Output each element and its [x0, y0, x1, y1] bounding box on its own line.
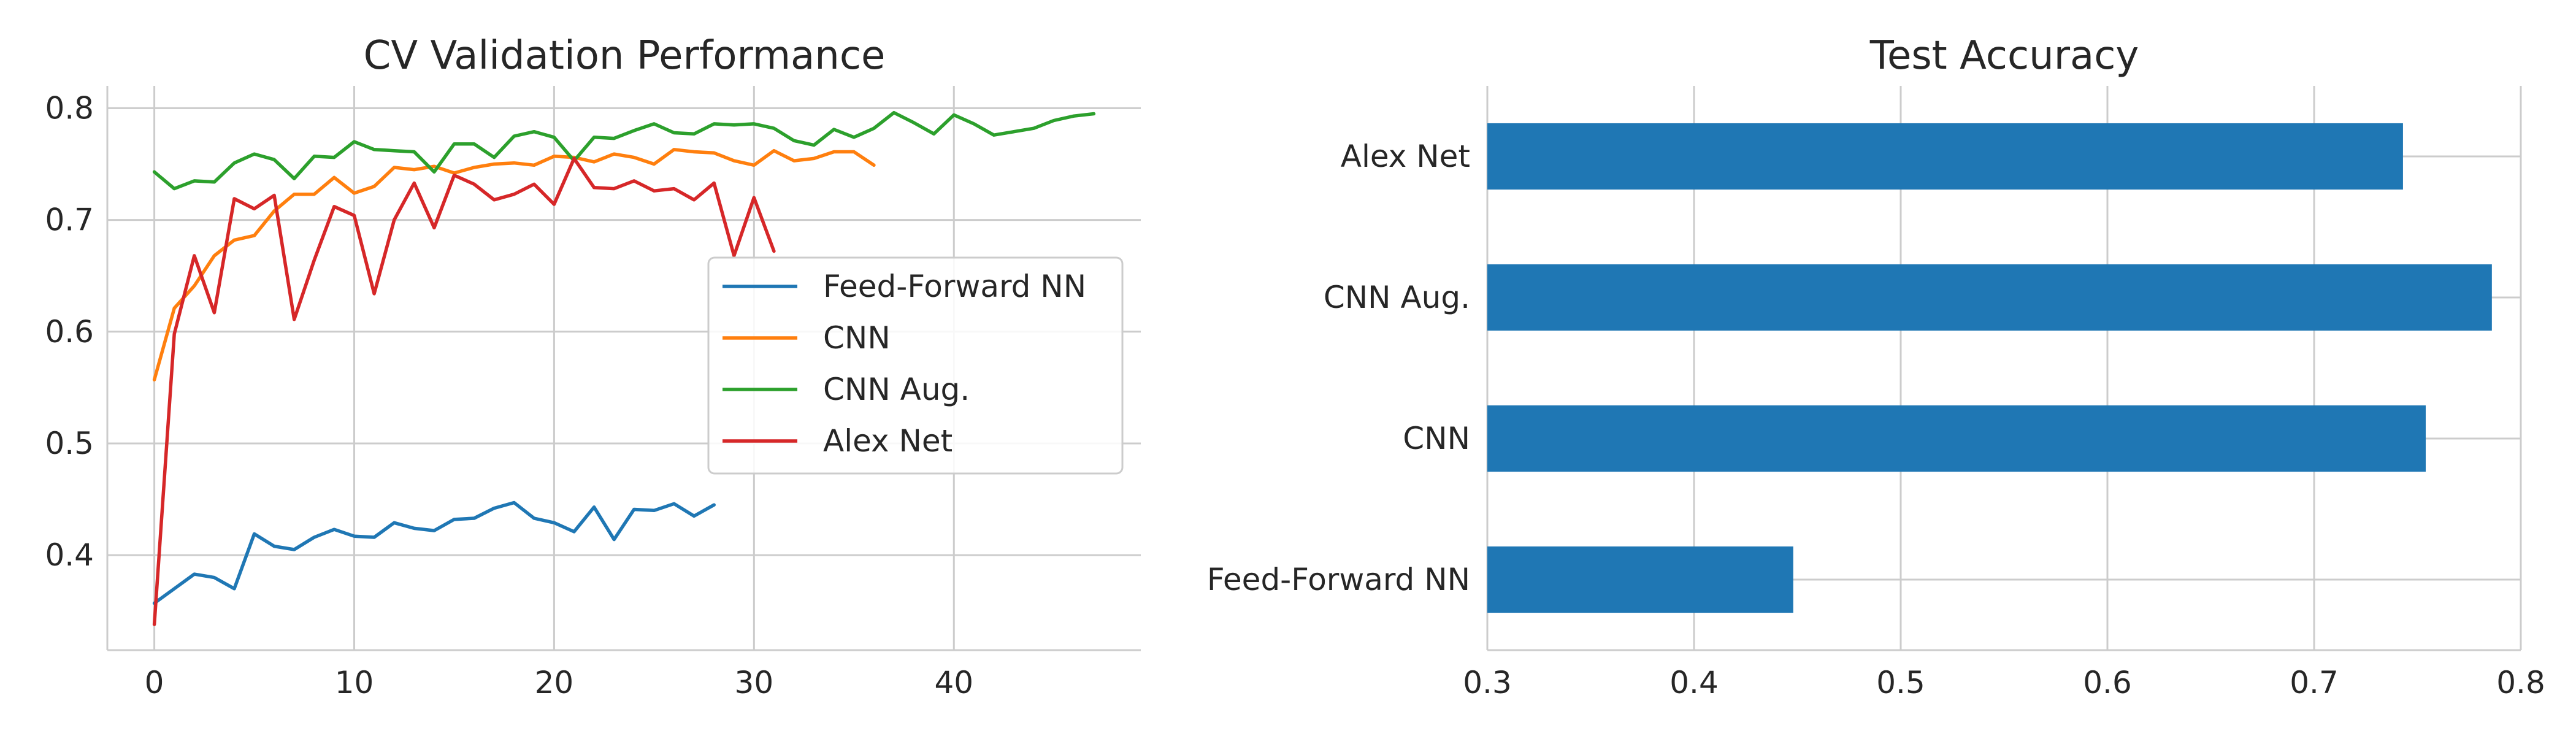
accuracy-chart-title: Test Accuracy	[1869, 33, 2139, 79]
legend-label-cnn-aug: CNN Aug.	[823, 372, 970, 407]
x-tick-label: 0.4	[1669, 665, 1719, 700]
legend-label-cnn: CNN	[823, 320, 891, 356]
bar-cnn-aug	[1487, 264, 2492, 331]
bar-cnn	[1487, 405, 2426, 472]
x-tick-label: 0.6	[2083, 665, 2132, 700]
y-tick-label: 0.7	[45, 202, 94, 238]
series-line-feed-forward-nn	[152, 500, 716, 605]
x-tick-label: 0.8	[2496, 665, 2545, 700]
x-tick-label: 30	[735, 665, 774, 700]
category-label-cnn-aug: CNN Aug.	[1324, 280, 1470, 315]
series-lines	[152, 110, 1096, 626]
legend: Feed-Forward NN CNN CNN Aug. Alex Net	[707, 256, 1124, 475]
bar-alex-net	[1487, 123, 2403, 190]
series-line-alex-net	[152, 156, 776, 626]
y-tick-label: 0.5	[45, 426, 94, 461]
cv-chart-title: CV Validation Performance	[364, 33, 886, 79]
bar-feed-forward-nn	[1487, 546, 1793, 613]
x-tick-label: 0.5	[1876, 665, 1925, 700]
cv-validation-chart: 0.4 0.5 0.6 0.7 0.8 0 10 20 30 40 CV Validation …	[45, 33, 1141, 700]
legend-label-feed-forward-nn: Feed-Forward NN	[823, 269, 1086, 304]
x-tick-label: 0	[145, 665, 164, 700]
x-tick-label: 20	[535, 665, 574, 700]
legend-label-alex-net: Alex Net	[823, 423, 953, 459]
legend-frame	[707, 256, 1124, 475]
model-labels: Feed-Forward NN CNN CNN Aug. Alex Net	[1207, 139, 1470, 597]
series-line-cnn	[152, 148, 876, 381]
right-x-tick-labels: 0.3 0.4 0.5 0.6 0.7 0.8	[1463, 665, 2545, 700]
category-label-feed-forward-nn: Feed-Forward NN	[1207, 562, 1470, 597]
category-label-alex-net: Alex Net	[1341, 139, 1470, 174]
y-tick-label: 0.4	[45, 537, 94, 573]
y-tick-label: 0.6	[45, 314, 94, 350]
left-x-tick-labels: 0 10 20 30 40	[145, 665, 973, 700]
y-tick-label: 0.8	[45, 90, 94, 126]
accuracy-bars	[1487, 123, 2492, 613]
series-line-cnn-aug	[152, 110, 1096, 191]
left-y-tick-labels: 0.4 0.5 0.6 0.7 0.8	[45, 90, 94, 573]
category-label-cnn: CNN	[1403, 421, 1470, 456]
x-tick-label: 40	[934, 665, 973, 700]
x-tick-label: 10	[335, 665, 374, 700]
x-tick-label: 0.7	[2290, 665, 2339, 700]
x-tick-label: 0.3	[1463, 665, 1512, 700]
